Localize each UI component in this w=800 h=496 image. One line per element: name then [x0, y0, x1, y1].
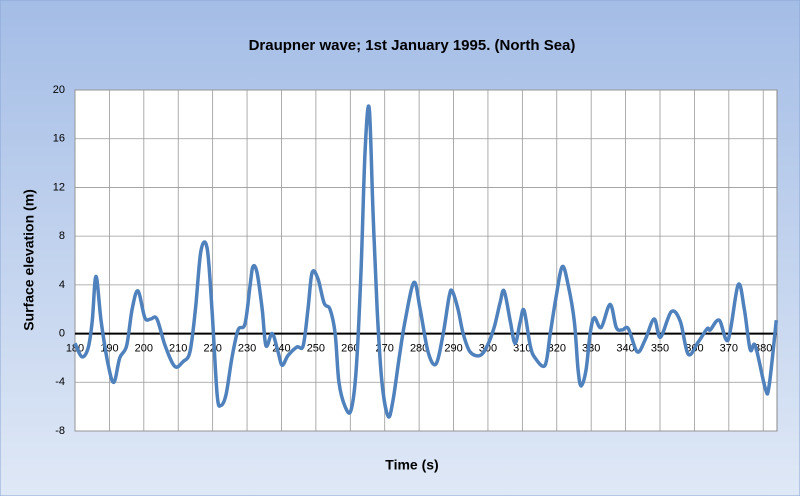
x-tick-label: 230	[238, 342, 256, 354]
x-tick-label: 290	[444, 342, 462, 354]
x-axis-title: Time (s)	[385, 457, 438, 473]
x-tick-label: 330	[582, 342, 600, 354]
y-tick-label: 20	[53, 84, 65, 96]
y-tick-label: 8	[59, 230, 65, 242]
x-tick-label: 350	[651, 342, 669, 354]
x-tick-label: 340	[616, 342, 634, 354]
y-tick-label: 4	[59, 279, 65, 291]
x-tick-label: 280	[410, 342, 428, 354]
y-tick-label: 12	[53, 181, 65, 193]
y-tick-label: 16	[53, 133, 65, 145]
x-tick-label: 200	[135, 342, 153, 354]
plot-area	[74, 89, 778, 432]
x-tick-label: 310	[513, 342, 531, 354]
chart-title: Draupner wave; 1st January 1995. (North …	[249, 37, 576, 54]
y-tick-label: -4	[55, 376, 65, 388]
y-axis-title: Surface elevation (m)	[21, 189, 37, 331]
x-tick-label: 370	[720, 342, 738, 354]
x-tick-label: 250	[307, 342, 325, 354]
x-tick-label: 320	[548, 342, 566, 354]
y-tick-label: -8	[55, 425, 65, 437]
x-tick-label: 260	[341, 342, 359, 354]
x-tick-label: 210	[169, 342, 187, 354]
y-tick-label: 0	[59, 327, 65, 339]
data-line	[73, 104, 779, 419]
